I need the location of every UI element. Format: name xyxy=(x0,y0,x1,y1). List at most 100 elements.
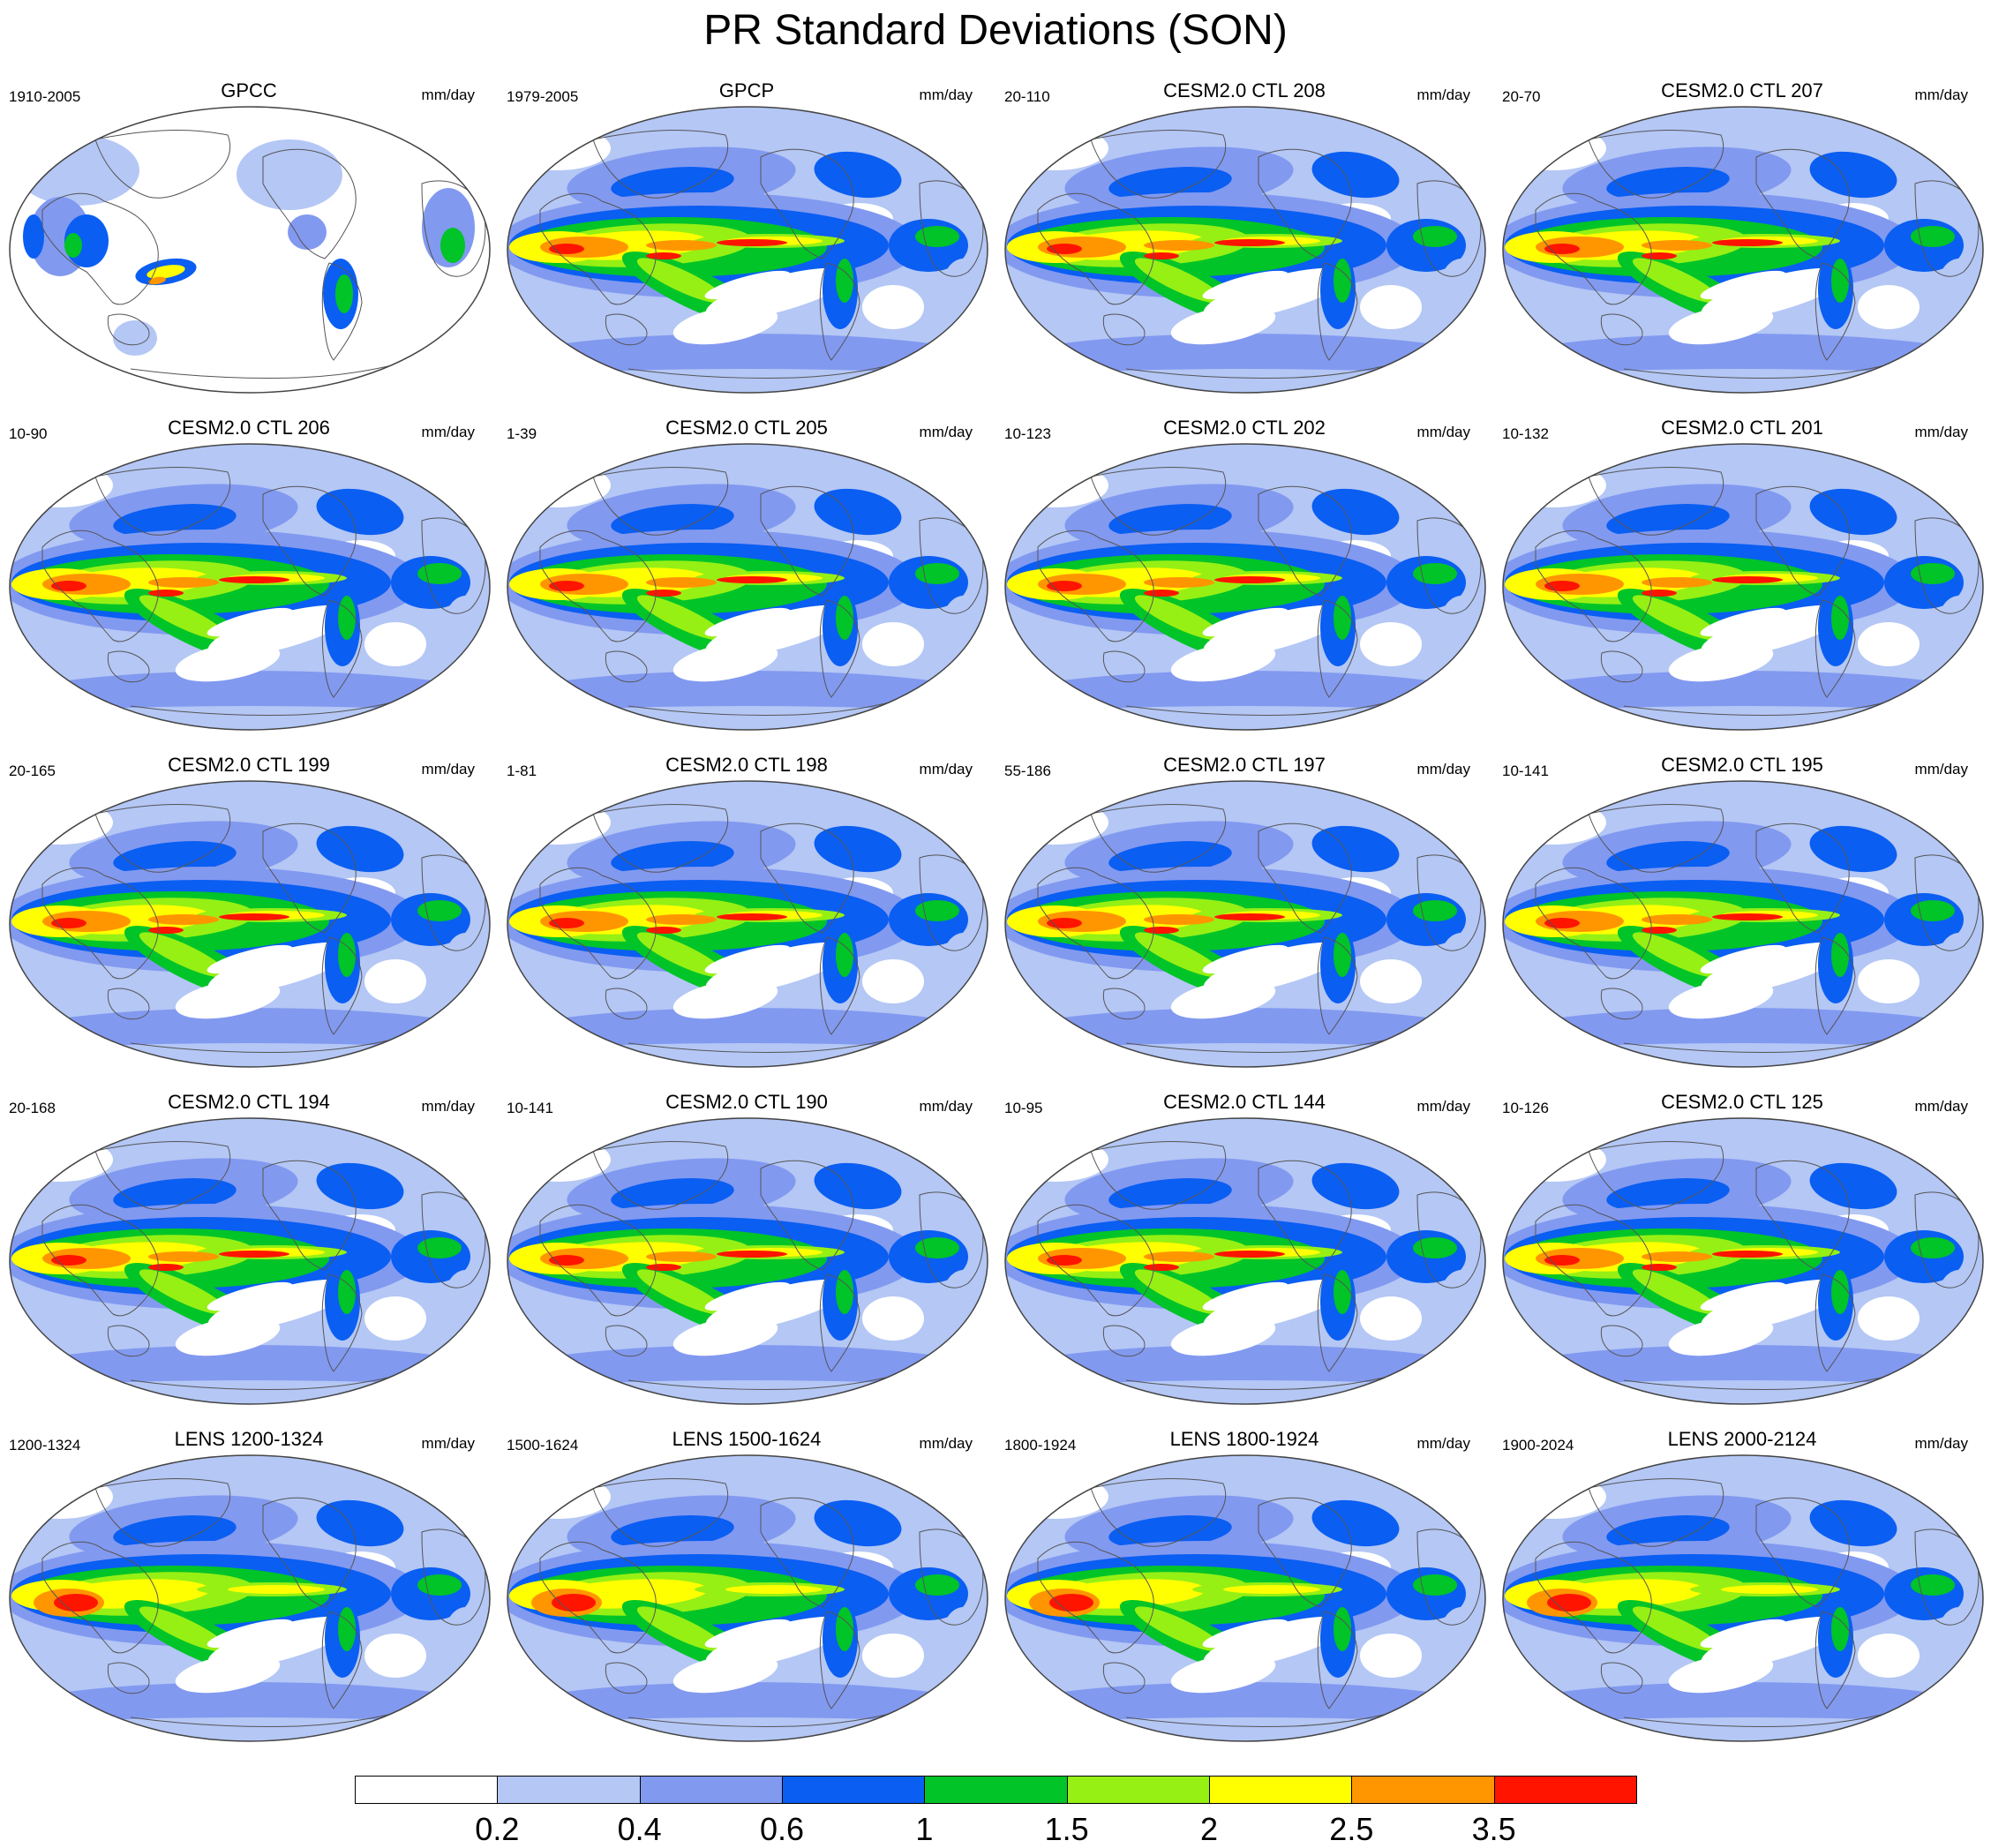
panel-years: 20-110 xyxy=(1004,88,1050,105)
map-outline xyxy=(507,780,988,1068)
central-pacific-peak xyxy=(1712,913,1783,920)
panel-units: mm/day xyxy=(919,761,973,778)
spcz-lime xyxy=(1632,1269,1722,1315)
siberia-dry xyxy=(1005,126,1108,170)
panel-years: 10-95 xyxy=(1004,1100,1043,1116)
coastline-0 xyxy=(1535,1541,1652,1654)
north-pacific-core xyxy=(611,504,734,537)
itcz-east-yellow xyxy=(1223,1585,1320,1594)
amazon-variance xyxy=(338,596,356,640)
contour-field xyxy=(507,781,988,1067)
north-atlantic-storm-track xyxy=(316,1499,404,1547)
coastline-0 xyxy=(539,530,657,642)
coastline-2 xyxy=(1102,650,1146,683)
coastline-0 xyxy=(41,1204,159,1317)
map-outline xyxy=(9,106,491,394)
panel-years: 1200-1324 xyxy=(9,1437,81,1454)
indian-ocean-peak xyxy=(1544,1255,1580,1266)
arctic-band xyxy=(507,1455,988,1492)
spcz-lime xyxy=(139,1606,229,1652)
itcz-east-yellow xyxy=(1721,1585,1818,1594)
colorbar-tick-label: 1 xyxy=(915,1811,934,1847)
coastline-6 xyxy=(627,1712,894,1727)
coastline-4 xyxy=(819,262,860,361)
east-pacific-dry-tongue-inner xyxy=(1202,270,1289,300)
north-atlantic-storm-track xyxy=(1311,1162,1400,1210)
coastline-2 xyxy=(1600,650,1643,683)
east-pacific-dry-tongue-inner xyxy=(704,270,791,300)
map-outline xyxy=(1004,106,1486,394)
coastline-0 xyxy=(1037,867,1154,980)
coastline-6 xyxy=(1623,1375,1890,1390)
coastline-3 xyxy=(1755,823,1850,934)
panel-years: 1800-1924 xyxy=(1004,1437,1077,1454)
north-pacific-core xyxy=(611,841,734,875)
panel-years: 10-123 xyxy=(1004,425,1051,442)
world-map xyxy=(1004,443,1486,731)
coastline-3 xyxy=(760,148,854,259)
arctic-band xyxy=(507,1118,988,1155)
map-panel: CESM2.0 CTL 201 10-132 mm/day xyxy=(1493,415,1991,752)
contour-field xyxy=(10,781,490,1067)
coastline-2 xyxy=(107,1662,150,1694)
north-pacific-core xyxy=(1108,504,1232,537)
panel-units: mm/day xyxy=(1416,424,1470,440)
north-pacific-core xyxy=(1108,1178,1232,1212)
coastline-6 xyxy=(1125,364,1392,379)
world-map xyxy=(507,1117,988,1405)
coastline-4 xyxy=(1317,599,1358,698)
east-pacific-dry-tongue-inner xyxy=(207,607,293,637)
south-atlantic-dry xyxy=(1360,959,1422,1003)
amazon-variance xyxy=(1334,259,1351,303)
panel-title: LENS 2000-2124 xyxy=(1667,1428,1817,1450)
coastline-6 xyxy=(130,1375,396,1390)
panel-title: CESM2.0 CTL 144 xyxy=(1163,1091,1326,1113)
south-pacific-dry xyxy=(1668,1653,1774,1694)
north-atlantic-storm-track xyxy=(1311,1499,1400,1547)
coastline-2 xyxy=(107,988,150,1020)
amazon-variance xyxy=(1334,933,1351,977)
arctic-band xyxy=(1503,107,1983,144)
amazon-variance xyxy=(338,933,356,977)
east-pacific-dry-tongue-inner xyxy=(207,1281,293,1311)
north-pacific-core xyxy=(113,504,237,537)
spcz-lime xyxy=(139,595,229,641)
contour-field xyxy=(1503,444,1983,730)
north-atlantic-storm-track xyxy=(1311,151,1400,199)
central-pacific-peak xyxy=(1712,1251,1783,1258)
central-pacific-peak xyxy=(717,913,787,920)
panel-units: mm/day xyxy=(421,1435,475,1452)
coastline-6 xyxy=(130,1038,396,1053)
africa-core xyxy=(1911,1574,1955,1596)
west-pacific-orange xyxy=(1144,1251,1214,1262)
map-panel: CESM2.0 CTL 202 10-123 mm/day xyxy=(996,415,1493,752)
colorbar-swatch xyxy=(782,1776,926,1804)
colorbar-labels: 0.2 0.4 0.6 1 1.5 2 2.5 3.5 xyxy=(0,1811,1991,1848)
coastline-0 xyxy=(41,192,159,305)
map-outline xyxy=(9,1454,491,1742)
east-pacific-dry-tongue-inner xyxy=(1202,944,1289,974)
map-panel: GPCC 1910-2005 mm/day xyxy=(0,78,498,415)
world-map xyxy=(1502,780,1984,1068)
coastline-0 xyxy=(41,867,159,980)
panel-title: LENS 1500-1624 xyxy=(672,1428,822,1450)
east-pacific-dry-tongue-inner xyxy=(1202,1619,1289,1649)
maritime-peak xyxy=(148,1264,184,1271)
contour-field xyxy=(1503,107,1983,393)
coastline-3 xyxy=(1258,485,1352,597)
spcz-lime xyxy=(1632,932,1722,978)
colorbar-tick-label: 0.2 xyxy=(475,1811,520,1847)
panel-years: 1-81 xyxy=(507,762,537,779)
arctic-band xyxy=(1005,1455,1485,1492)
coastline-6 xyxy=(130,701,396,716)
panel-units: mm/day xyxy=(421,1098,475,1115)
north-atlantic-storm-track xyxy=(1809,1162,1897,1210)
world-map xyxy=(9,1454,491,1742)
coastline-1 xyxy=(94,804,231,873)
map-panel: CESM2.0 CTL 208 20-110 mm/day xyxy=(996,78,1493,415)
panel-title: GPCC xyxy=(221,79,277,101)
north-atlantic-storm-track xyxy=(1809,1499,1897,1547)
map-panel: CESM2.0 CTL 198 1-81 mm/day xyxy=(498,752,996,1089)
panel-years: 10-141 xyxy=(507,1100,553,1116)
arctic-band xyxy=(1503,1118,1983,1155)
